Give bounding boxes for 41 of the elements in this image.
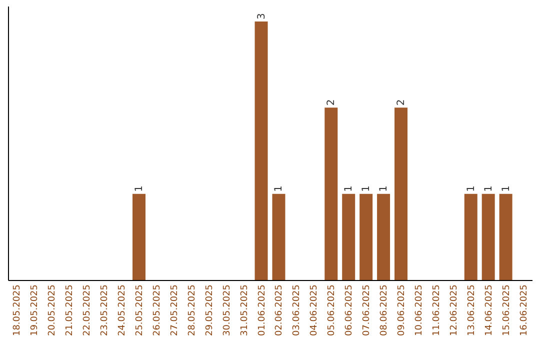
data-label: 1 [344,185,355,192]
x-tick-label: 02.06.2025 [274,284,285,336]
x-tick-label: 23.05.2025 [100,284,110,336]
x-tick-label: 11.06.2025 [432,284,442,336]
data-label: 1 [361,185,372,192]
data-label: 1 [466,185,477,192]
data-label: 3 [256,13,268,20]
x-tick-label: 10.06.2025 [414,284,424,336]
x-tick-label: 31.05.2025 [240,284,250,336]
x-tick-label: 22.05.2025 [82,284,93,336]
data-label: 1 [274,185,285,192]
x-tick-label: 07.06.2025 [362,284,372,336]
x-tick-label: 01.06.2025 [257,284,268,336]
x-tick-label: 30.05.2025 [222,284,232,336]
x-tick-label: 27.05.2025 [170,284,180,336]
x-tick-label: 12.06.2025 [449,284,460,336]
x-tick-label: 06.06.2025 [344,284,355,336]
x-tick-label: 29.05.2025 [204,284,215,336]
x-tick-label: 16.06.2025 [519,284,530,336]
data-label: 1 [134,185,145,192]
data-label: 2 [326,99,338,106]
x-tick-label: 24.05.2025 [118,284,128,336]
data-label: 2 [396,99,407,106]
x-tick-label: 03.06.2025 [292,284,302,336]
x-tick-label: 09.06.2025 [397,284,407,336]
x-tick-label: 14.06.2025 [484,284,494,336]
x-tick-label: 15.06.2025 [502,284,512,336]
x-tick-label: 13.06.2025 [466,284,477,336]
x-tick-label: 04.06.2025 [310,284,320,336]
x-tick-label: 25.05.2025 [135,284,145,336]
x-tick-label: 26.05.2025 [152,284,162,336]
x-tick-label: 08.06.2025 [380,284,390,336]
x-tick-label: 05.06.2025 [327,284,338,336]
data-label: 1 [378,185,390,192]
x-tick-label: 18.05.2025 [12,284,23,336]
x-tick-label: 20.05.2025 [48,284,58,336]
data-label: 1 [500,185,512,192]
x-tick-label: 19.05.2025 [30,284,40,336]
data-label: 1 [483,185,494,192]
x-tick-label: 28.05.2025 [187,284,198,336]
x-tick-label: 21.05.2025 [65,284,76,336]
